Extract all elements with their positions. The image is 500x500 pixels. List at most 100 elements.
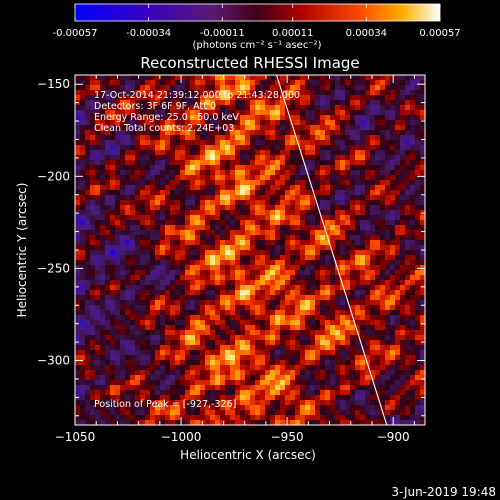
heatmap-cell xyxy=(200,110,206,116)
heatmap-cell xyxy=(210,345,216,351)
heatmap-cell xyxy=(270,415,276,421)
heatmap-cell xyxy=(230,265,236,271)
heatmap-cell xyxy=(105,130,111,136)
heatmap-cell xyxy=(265,180,271,186)
heatmap-cell xyxy=(370,220,376,226)
heatmap-cell xyxy=(250,290,256,296)
heatmap-cell xyxy=(175,230,181,236)
heatmap-cell xyxy=(75,250,81,256)
heatmap-cell xyxy=(135,380,141,386)
heatmap-cell xyxy=(110,130,116,136)
heatmap-cell xyxy=(255,335,261,341)
heatmap-cell xyxy=(245,150,251,156)
heatmap-cell xyxy=(300,85,306,91)
heatmap-cell xyxy=(280,275,286,281)
heatmap-cell xyxy=(85,220,91,226)
heatmap-cell xyxy=(250,330,256,336)
heatmap-cell xyxy=(220,75,226,81)
heatmap-cell xyxy=(395,405,401,411)
heatmap-cell xyxy=(285,410,291,416)
heatmap-cell xyxy=(385,165,391,171)
heatmap-cell xyxy=(375,220,381,226)
heatmap-cell xyxy=(215,385,221,391)
heatmap-cell xyxy=(410,200,416,206)
heatmap-cell xyxy=(185,155,191,161)
heatmap-cell xyxy=(140,385,146,391)
heatmap-cell xyxy=(365,130,371,136)
heatmap-cell xyxy=(185,395,191,401)
heatmap-cell xyxy=(155,85,161,91)
heatmap-cell xyxy=(185,160,191,166)
heatmap-cell xyxy=(295,75,301,81)
heatmap-cell xyxy=(330,325,336,331)
heatmap-cell xyxy=(325,385,331,391)
heatmap-cell xyxy=(255,370,261,376)
heatmap-cell xyxy=(285,195,291,201)
heatmap-cell xyxy=(320,350,326,356)
heatmap-cell xyxy=(190,380,196,386)
heatmap-cell xyxy=(340,210,346,216)
heatmap-cell xyxy=(105,390,111,396)
heatmap-cell xyxy=(280,230,286,236)
heatmap-cell xyxy=(190,275,196,281)
heatmap-cell xyxy=(220,230,226,236)
heatmap-cell xyxy=(210,225,216,231)
heatmap-cell xyxy=(220,355,226,361)
heatmap-cell xyxy=(220,415,226,421)
heatmap-cell xyxy=(305,280,311,286)
heatmap-cell xyxy=(335,125,341,131)
heatmap-cell xyxy=(100,100,106,106)
heatmap-cell xyxy=(235,240,241,246)
heatmap-cell xyxy=(275,315,281,321)
heatmap-cell xyxy=(225,190,231,196)
heatmap-cell xyxy=(365,375,371,381)
heatmap-cell xyxy=(270,125,276,131)
heatmap-cell xyxy=(95,340,101,346)
heatmap-cell xyxy=(255,365,261,371)
heatmap-cell xyxy=(185,415,191,421)
heatmap-cell xyxy=(120,300,126,306)
heatmap-cell xyxy=(190,240,196,246)
heatmap-cell xyxy=(175,175,181,181)
heatmap-cell xyxy=(260,255,266,261)
heatmap-cell xyxy=(115,200,121,206)
heatmap-cell xyxy=(250,95,256,101)
heatmap-cell xyxy=(380,290,386,296)
heatmap-cell xyxy=(180,85,186,91)
heatmap-cell xyxy=(310,180,316,186)
heatmap-cell xyxy=(105,145,111,151)
heatmap-cell xyxy=(260,230,266,236)
heatmap-cell xyxy=(320,170,326,176)
heatmap-cell xyxy=(400,290,406,296)
heatmap-cell xyxy=(210,235,216,241)
heatmap-cell xyxy=(235,260,241,266)
heatmap-cell xyxy=(140,365,146,371)
heatmap-cell xyxy=(250,105,256,111)
heatmap-cell xyxy=(415,190,421,196)
heatmap-cell xyxy=(120,255,126,261)
heatmap-cell xyxy=(370,305,376,311)
heatmap-cell xyxy=(280,95,286,101)
heatmap-cell xyxy=(165,225,171,231)
heatmap-cell xyxy=(360,130,366,136)
heatmap-cell xyxy=(180,120,186,126)
heatmap-cell xyxy=(395,335,401,341)
heatmap-cell xyxy=(145,235,151,241)
heatmap-cell xyxy=(90,190,96,196)
heatmap-cell xyxy=(345,275,351,281)
heatmap-cell xyxy=(215,395,221,401)
heatmap-cell xyxy=(220,80,226,86)
heatmap-cell xyxy=(400,130,406,136)
heatmap-cell xyxy=(315,250,321,256)
heatmap-cell xyxy=(285,260,291,266)
heatmap-cell xyxy=(420,185,425,191)
heatmap-cell xyxy=(380,135,386,141)
heatmap-cell xyxy=(245,155,251,161)
heatmap-cell xyxy=(320,410,326,416)
heatmap-cell xyxy=(355,255,361,261)
heatmap-cell xyxy=(320,215,326,221)
heatmap-cell xyxy=(215,125,221,131)
heatmap-cell xyxy=(215,325,221,331)
heatmap-cell xyxy=(100,380,106,386)
heatmap-cell xyxy=(80,315,86,321)
